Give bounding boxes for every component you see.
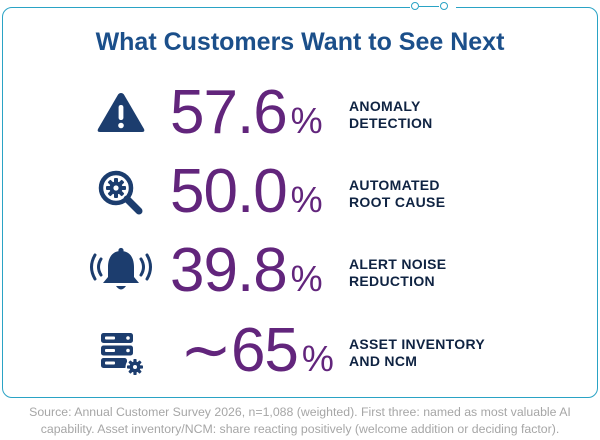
stat-label: AUTOMATED ROOT CAUSE [349,177,445,211]
stat-label-line1: AUTOMATED [349,177,440,193]
stat-label-line1: ALERT NOISE [349,256,447,272]
source-note-line2: capability. Asset inventory/NCM: share r… [40,422,560,436]
stat-value: ∼65 [180,316,299,385]
stat-label-line1: ANOMALY [349,98,421,114]
frame-connector [419,5,439,7]
stat-unit: % [301,338,334,379]
stat-unit: % [290,258,323,299]
stat-unit: % [290,179,323,220]
stat-figure: ∼65 % [180,318,334,384]
stat-label-line1: ASSET INVENTORY [349,336,485,352]
stat-label-line2: REDUCTION [349,273,435,289]
stat-label-line2: DETECTION [349,115,433,131]
stat-row-anomaly-detection: 57.6 % ANOMALY DETECTION [0,78,600,148]
stat-row-alert-noise-reduction: 39.8 % ALERT NOISE REDUCTION [0,236,600,306]
frame-decoration [410,3,456,13]
stat-figure: 39.8 % [170,238,323,304]
frame-dot-left [411,2,419,10]
ringing-bell-icon [88,246,154,296]
stat-value: 50.0 [170,157,288,226]
stat-label-line2: AND NCM [349,353,418,369]
magnifier-gear-icon [88,167,154,217]
source-note-line1: Source: Annual Customer Survey 2026, n=1… [29,405,571,419]
frame-dot-right [440,2,448,10]
stat-unit: % [290,100,323,141]
infographic-card [2,7,598,398]
stat-figure: 50.0 % [170,159,323,225]
stat-value: 57.6 [170,78,288,147]
server-gear-icon [88,326,154,376]
page-title: What Customers Want to See Next [95,28,505,56]
stat-value: 39.8 [170,236,288,305]
stat-figure: 57.6 % [170,80,323,146]
stat-label: ASSET INVENTORY AND NCM [349,336,485,370]
warning-triangle-icon [88,88,154,138]
stat-label: ALERT NOISE REDUCTION [349,256,446,290]
stat-label: ANOMALY DETECTION [349,98,433,132]
source-note: Source: Annual Customer Survey 2026, n=1… [0,404,600,438]
stat-row-asset-inventory-ncm: ∼65 % ASSET INVENTORY AND NCM [0,316,600,386]
stat-row-automated-root-cause: 50.0 % AUTOMATED ROOT CAUSE [0,157,600,227]
stat-label-line2: ROOT CAUSE [349,194,446,210]
